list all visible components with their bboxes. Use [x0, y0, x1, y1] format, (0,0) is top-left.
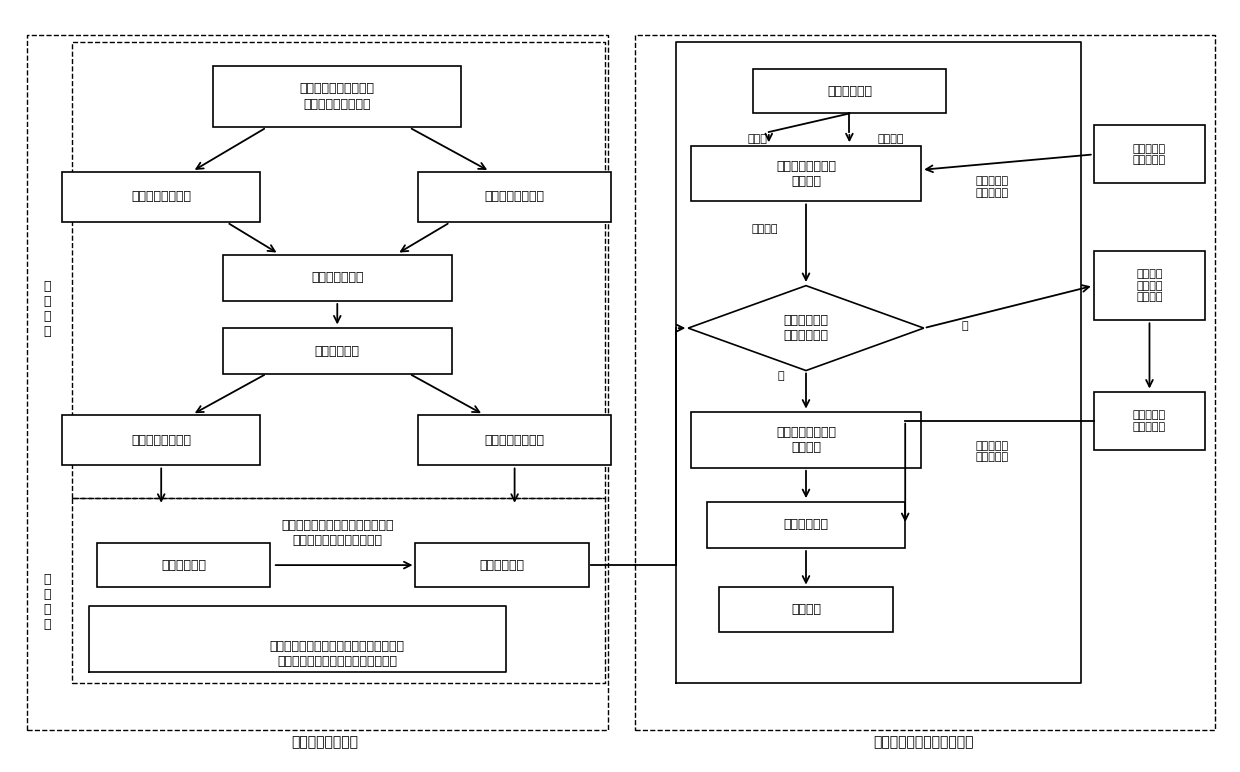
FancyBboxPatch shape: [97, 543, 270, 587]
Text: 拟合结果做
为下游入库: 拟合结果做 为下游入库: [976, 441, 1008, 462]
FancyBboxPatch shape: [213, 66, 461, 127]
Text: 滞时泛函算子推求: 滞时泛函算子推求: [291, 736, 358, 750]
Text: 输出结果: 输出结果: [791, 604, 821, 616]
Text: 计算日相关系数: 计算日相关系数: [311, 272, 363, 284]
FancyBboxPatch shape: [1094, 251, 1205, 320]
Text: 区间入流: 区间入流: [751, 225, 779, 234]
FancyBboxPatch shape: [62, 415, 260, 465]
Text: 动态规划算法: 动态规划算法: [784, 519, 828, 531]
FancyBboxPatch shape: [418, 415, 610, 465]
Text: 算
子
推
求: 算 子 推 求: [43, 573, 51, 631]
Text: 泛函算子
拟合下游
入库流量: 泛函算子 拟合下游 入库流量: [1136, 269, 1163, 303]
Text: 历史资料作为下游
入库过程: 历史资料作为下游 入库过程: [776, 426, 836, 454]
Text: 无历史日相关系数、区间入流对应关系，
则采用线性插値法寻求解析函数关系: 无历史日相关系数、区间入流对应关系， 则采用线性插値法寻求解析函数关系: [270, 640, 404, 668]
FancyBboxPatch shape: [692, 146, 920, 201]
Text: 与历史出入库
资料是否对应: 与历史出入库 资料是否对应: [784, 314, 828, 342]
Text: 当前出库流量: 当前出库流量: [161, 559, 206, 571]
FancyBboxPatch shape: [415, 543, 589, 587]
Text: 否: 否: [961, 321, 968, 330]
Text: 历史入库流量矩阵: 历史入库流量矩阵: [485, 191, 544, 203]
Text: 离散数: 离散数: [748, 134, 768, 144]
Text: 泛函算子拟
合结果输出: 泛函算子拟 合结果输出: [1133, 144, 1166, 165]
Text: 新的出库流量矩阵: 新的出库流量矩阵: [131, 434, 191, 446]
Text: 新的矩阵空间: 新的矩阵空间: [315, 345, 360, 357]
Text: 新的出库流量矩阵: 新的出库流量矩阵: [485, 434, 544, 446]
Text: 是: 是: [777, 371, 785, 381]
FancyBboxPatch shape: [418, 171, 610, 222]
Polygon shape: [688, 286, 924, 371]
Text: 预报来流过程: 预报来流过程: [827, 85, 872, 97]
Text: 泛函箙子拟
合结果输出: 泛函箙子拟 合结果输出: [1133, 410, 1166, 432]
Text: 上库所有可能出库
流量过程: 上库所有可能出库 流量过程: [776, 160, 836, 188]
FancyBboxPatch shape: [692, 412, 920, 468]
FancyBboxPatch shape: [1094, 125, 1205, 183]
Text: 时段划分: 时段划分: [877, 134, 904, 144]
FancyBboxPatch shape: [754, 69, 946, 113]
FancyBboxPatch shape: [1094, 391, 1205, 449]
FancyBboxPatch shape: [62, 171, 260, 222]
Text: 历史出库流量矩阵: 历史出库流量矩阵: [131, 191, 191, 203]
Text: 有历史日相关系数、区间入流对应
关系，则选择历史入库流量: 有历史日相关系数、区间入流对应 关系，则选择历史入库流量: [281, 519, 393, 547]
Text: 当前入库流量: 当前入库流量: [480, 559, 525, 571]
Text: 数
据
处
理: 数 据 处 理: [43, 279, 51, 338]
Text: 更新历史出
库流量资料: 更新历史出 库流量资料: [976, 176, 1008, 198]
Text: 梯级水库短期优化调度计算: 梯级水库短期优化调度计算: [873, 736, 975, 750]
FancyBboxPatch shape: [223, 255, 453, 301]
FancyBboxPatch shape: [719, 587, 893, 632]
Text: 数据处理，以矩阵形式
存储出入库流量数据: 数据处理，以矩阵形式 存储出入库流量数据: [300, 83, 374, 110]
FancyBboxPatch shape: [707, 502, 905, 548]
FancyBboxPatch shape: [223, 328, 453, 374]
